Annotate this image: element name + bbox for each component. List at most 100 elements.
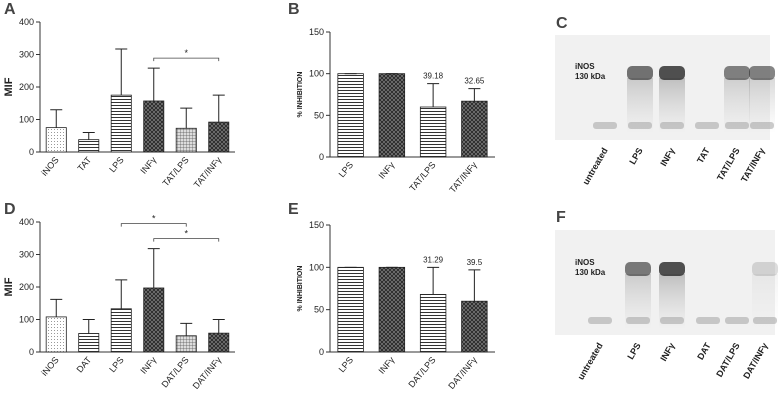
error-bar [82,132,95,140]
bar-annotation: 39.18 [423,72,444,81]
y-tick-label: 150 [309,220,324,230]
panel-label: B [288,1,300,18]
y-axis-label: % INHIBITION [297,266,304,312]
lane-label: TAT/LPS [715,146,742,182]
blot-band [752,262,778,276]
significance-label: * [184,48,188,58]
error-bar [115,279,128,309]
panel-label: E [288,201,299,218]
blot-band [627,66,653,80]
error-bar [468,88,481,102]
blot-smear [625,274,651,329]
panel-label: C [556,15,568,32]
bar [208,332,230,353]
error-bar [147,67,160,101]
x-tick-label: iNOS [39,355,60,378]
error-bar [180,322,193,336]
panel-label: F [556,209,566,226]
blot-band [659,66,685,80]
x-tick-label: LPS [337,355,356,374]
bar [143,100,165,153]
band-label: 130 kDa [575,268,606,277]
error-bar [147,248,160,288]
y-tick-label: 300 [19,50,34,60]
x-tick-label: TAT [76,154,94,173]
y-tick-label: 200 [19,82,34,92]
blot-smear [749,78,775,133]
lane-label: TAT [695,146,712,165]
panel-label: A [4,1,16,18]
error-bar [427,266,440,295]
y-tick-label: 0 [29,147,34,157]
blot-image [555,35,775,140]
y-tick-label: 100 [19,115,34,125]
bar [78,333,100,353]
bar-annotation: 39.5 [467,258,483,267]
x-tick-label: DAT [74,354,93,374]
blot-bottom-band [593,122,617,129]
band-label: 130 kDa [575,72,606,81]
blot-band [749,66,775,80]
error-bar [212,94,225,123]
lane-label: TAT/INFγ [739,146,767,184]
x-tick-label: TAT/LPS [407,160,437,193]
blot-smear [659,274,685,329]
blot-bottom-band [725,317,749,324]
bar [419,294,447,353]
significance-bracket [153,57,220,62]
lane-label: LPS [625,341,642,361]
bar [110,308,132,353]
x-tick-label: INFγ [377,354,397,375]
blot-bottom-band [696,317,720,324]
error-bar [212,319,225,334]
error-bar [180,107,193,129]
blot-smear [627,78,653,133]
y-tick-label: 0 [319,347,324,357]
bar [110,94,132,153]
y-tick-label: 50 [314,305,324,315]
bar-annotation: 31.29 [423,255,444,264]
x-tick-label: INFγ [138,354,158,375]
lane-label: untreated [581,146,610,187]
significance-bracket [120,223,187,227]
y-tick-label: 400 [19,217,34,227]
blot-bottom-band [588,317,612,324]
bar [78,139,100,153]
y-tick-label: 50 [314,110,324,120]
x-tick-label: TAT/LPS [161,155,191,188]
band-label: iNOS [575,62,595,71]
y-tick-label: 100 [19,315,34,325]
x-tick-label: DAT/LPS [406,355,437,390]
panel-label: D [4,201,16,218]
y-tick-label: 0 [319,152,324,162]
x-tick-label: iNOS [39,155,60,178]
significance-label: * [152,214,156,224]
x-tick-label: DAT/INFγ [446,354,479,391]
x-tick-label: LPS [107,355,126,374]
lane-label: INFγ [658,146,676,168]
blot-band [724,66,750,80]
x-tick-label: LPS [107,155,126,174]
y-tick-label: 150 [309,27,324,37]
bar [175,127,197,153]
lane-label: DAT/INFγ [741,341,770,381]
x-tick-label: DAT/LPS [159,355,190,390]
y-axis-label: % INHIBITION [297,72,304,118]
lane-label: untreated [576,341,605,382]
bar [378,266,406,353]
error-bar [50,109,63,128]
lane-label: LPS [627,146,644,166]
error-bar [50,298,63,317]
bar [461,300,488,353]
x-tick-label: DAT/INFγ [191,354,224,391]
y-tick-label: 100 [309,69,324,79]
error-bar [82,319,95,334]
significance-bracket [153,238,220,242]
x-tick-label: INFγ [138,154,158,175]
y-tick-label: 300 [19,250,34,260]
y-tick-label: 400 [19,17,34,27]
y-tick-label: 100 [309,262,324,272]
y-axis-label: MIF [3,77,15,96]
blot-smear [724,78,750,133]
